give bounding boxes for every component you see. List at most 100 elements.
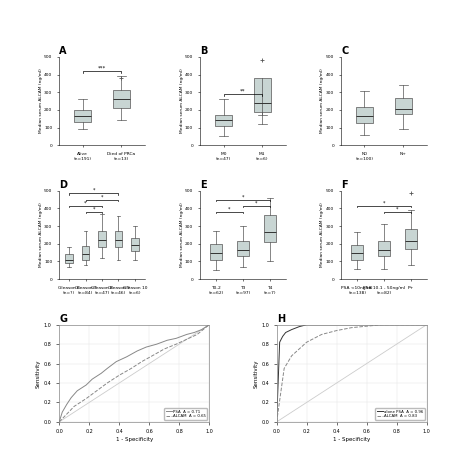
PathPatch shape	[113, 91, 130, 108]
PathPatch shape	[264, 215, 275, 242]
PathPatch shape	[405, 229, 417, 249]
Text: ***: ***	[98, 65, 106, 70]
PathPatch shape	[215, 115, 232, 126]
ALCAM  A = 0.83	[274, 419, 280, 425]
Legend: PSA  A = 0.71, ALCAM  A = 0.65: PSA A = 0.71, ALCAM A = 0.65	[164, 408, 207, 420]
ALCAM  A = 0.83	[349, 325, 355, 330]
PathPatch shape	[115, 231, 122, 247]
Text: *: *	[228, 207, 231, 211]
PathPatch shape	[351, 245, 363, 260]
PathPatch shape	[65, 255, 73, 263]
PSA  A = 0.71	[90, 376, 95, 382]
PSA  A = 0.71	[154, 341, 160, 347]
Text: *: *	[255, 201, 257, 205]
PSA  A = 0.71	[206, 322, 212, 328]
ALCAM  A = 0.65	[117, 373, 122, 378]
PathPatch shape	[356, 107, 373, 123]
alone PSA  A = 0.96	[424, 322, 429, 328]
PSA  A = 0.71	[99, 371, 104, 376]
PathPatch shape	[82, 246, 89, 260]
Text: F: F	[341, 180, 348, 190]
alone PSA  A = 0.96	[289, 327, 294, 332]
alone PSA  A = 0.96	[304, 322, 310, 328]
PSA  A = 0.71	[83, 382, 89, 388]
ALCAM  A = 0.65	[139, 359, 145, 365]
Text: *: *	[396, 207, 399, 211]
PSA  A = 0.71	[74, 388, 80, 393]
alone PSA  A = 0.96	[283, 329, 289, 335]
PSA  A = 0.71	[104, 365, 110, 371]
PSA  A = 0.71	[173, 336, 179, 341]
Line: ALCAM  A = 0.83: ALCAM A = 0.83	[277, 325, 427, 422]
PathPatch shape	[210, 244, 222, 260]
ALCAM  A = 0.65	[83, 396, 89, 401]
PSA  A = 0.71	[68, 395, 74, 401]
Line: PSA  A = 0.71: PSA A = 0.71	[59, 325, 209, 422]
Text: E: E	[200, 180, 207, 190]
PSA  A = 0.71	[199, 327, 205, 332]
Text: *: *	[84, 201, 87, 205]
ALCAM  A = 0.65	[206, 322, 212, 328]
Text: *: *	[242, 194, 244, 199]
PathPatch shape	[254, 78, 271, 112]
PathPatch shape	[394, 99, 412, 114]
PathPatch shape	[74, 110, 91, 122]
ALCAM  A = 0.65	[194, 332, 200, 337]
alone PSA  A = 0.96	[277, 339, 283, 345]
Legend: alone PSA  A = 0.96, ALCAM  A = 0.83: alone PSA A = 0.96, ALCAM A = 0.83	[375, 408, 425, 420]
PSA  A = 0.71	[113, 359, 119, 365]
Text: D: D	[59, 180, 67, 190]
Text: A: A	[59, 46, 67, 56]
ALCAM  A = 0.65	[56, 419, 62, 425]
Y-axis label: Median serum ALCAM (ng/ml): Median serum ALCAM (ng/ml)	[180, 202, 183, 267]
Text: *: *	[383, 201, 385, 205]
PSA  A = 0.71	[164, 337, 170, 343]
ALCAM  A = 0.65	[72, 403, 77, 409]
Text: G: G	[59, 314, 67, 324]
Text: C: C	[341, 46, 348, 56]
ALCAM  A = 0.65	[161, 346, 167, 352]
PathPatch shape	[131, 238, 138, 251]
ALCAM  A = 0.65	[94, 388, 100, 393]
ALCAM  A = 0.83	[379, 322, 384, 328]
alone PSA  A = 0.96	[280, 334, 285, 339]
PathPatch shape	[378, 241, 390, 256]
ALCAM  A = 0.83	[334, 328, 339, 333]
Y-axis label: Sensitivity: Sensitivity	[254, 359, 258, 388]
Text: B: B	[200, 46, 208, 56]
Y-axis label: Median serum ALCAM (ng/ml): Median serum ALCAM (ng/ml)	[180, 69, 183, 133]
PSA  A = 0.71	[184, 332, 190, 337]
Text: *: *	[100, 194, 103, 199]
alone PSA  A = 0.96	[296, 324, 302, 329]
ALCAM  A = 0.65	[173, 341, 179, 347]
Text: *: *	[92, 188, 95, 193]
ALCAM  A = 0.65	[104, 380, 110, 386]
PathPatch shape	[237, 241, 249, 256]
Text: H: H	[277, 314, 285, 324]
X-axis label: 1 - Specificity: 1 - Specificity	[116, 438, 153, 442]
ALCAM  A = 0.65	[64, 411, 70, 417]
Y-axis label: Median serum ALCAM (ng/ml): Median serum ALCAM (ng/ml)	[38, 69, 43, 133]
ALCAM  A = 0.83	[289, 353, 294, 359]
PSA  A = 0.71	[191, 329, 197, 335]
PSA  A = 0.71	[64, 401, 70, 407]
X-axis label: 1 - Specificity: 1 - Specificity	[333, 438, 370, 442]
alone PSA  A = 0.96	[274, 419, 280, 425]
Y-axis label: Median serum ALCAM (ng/ml): Median serum ALCAM (ng/ml)	[320, 69, 325, 133]
ALCAM  A = 0.65	[128, 365, 134, 371]
Y-axis label: Median serum ALCAM (ng/ml): Median serum ALCAM (ng/ml)	[320, 202, 325, 267]
Line: alone PSA  A = 0.96: alone PSA A = 0.96	[277, 325, 427, 422]
Text: *: *	[92, 207, 95, 211]
PSA  A = 0.71	[143, 344, 149, 350]
PathPatch shape	[98, 231, 106, 247]
ALCAM  A = 0.83	[424, 322, 429, 328]
ALCAM  A = 0.83	[281, 365, 287, 371]
Line: ALCAM  A = 0.65: ALCAM A = 0.65	[59, 325, 209, 422]
PSA  A = 0.71	[59, 410, 65, 415]
ALCAM  A = 0.65	[149, 353, 155, 359]
PSA  A = 0.71	[134, 348, 140, 354]
alone PSA  A = 0.96	[349, 322, 355, 328]
PSA  A = 0.71	[124, 354, 129, 360]
ALCAM  A = 0.65	[184, 337, 190, 342]
Y-axis label: Sensitivity: Sensitivity	[36, 359, 41, 388]
